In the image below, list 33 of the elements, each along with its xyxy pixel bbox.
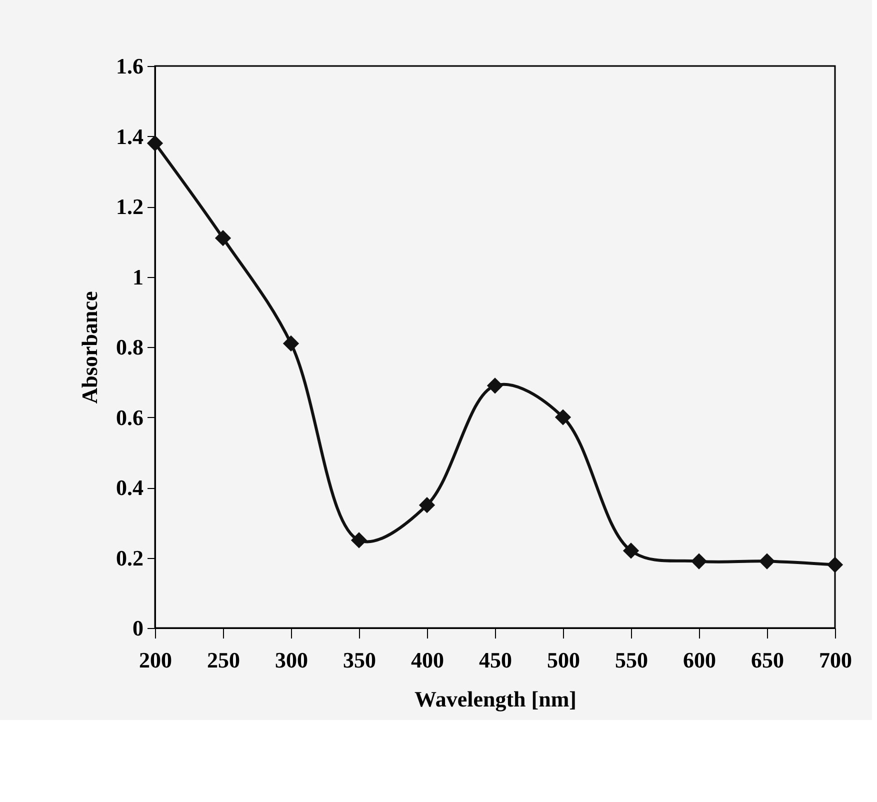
point [690, 553, 708, 570]
x-tick-label: 700 [819, 648, 852, 672]
x-tick-label: 600 [683, 648, 716, 672]
x-tick-label: 650 [751, 648, 784, 672]
point [758, 553, 776, 570]
x-tick-label: 350 [343, 648, 376, 672]
point [622, 542, 640, 559]
x-tick-label: 250 [207, 648, 240, 672]
y-tick-label: 0.2 [116, 545, 144, 570]
x-tick-label: 550 [615, 648, 648, 672]
y-tick-label: 0.6 [116, 404, 144, 430]
x-tick-label: 500 [547, 648, 580, 672]
x-tick-label: 450 [479, 648, 512, 672]
point [214, 230, 232, 246]
point [554, 409, 572, 426]
y-tick-label: 0.8 [116, 334, 144, 360]
y-tick-label: 0 [132, 616, 144, 640]
x-tick-label: 200 [139, 648, 172, 672]
point [418, 497, 436, 514]
y-tick-label: 1.2 [116, 194, 144, 219]
point [282, 335, 300, 352]
y-axis-title: Absorbance [77, 291, 102, 404]
y-tick-label: 0.4 [116, 475, 144, 500]
y-tick-label: 1 [132, 264, 144, 290]
point [486, 378, 504, 394]
point [350, 532, 368, 548]
point [826, 556, 844, 573]
x-tick-label: 300 [275, 648, 308, 672]
y-tick-label: 1.4 [116, 124, 144, 149]
x-axis-title: Wavelength [nm] [414, 686, 576, 712]
point [146, 135, 164, 152]
x-tick-label: 400 [411, 648, 444, 672]
y-tick-label: 1.6 [116, 54, 144, 78]
